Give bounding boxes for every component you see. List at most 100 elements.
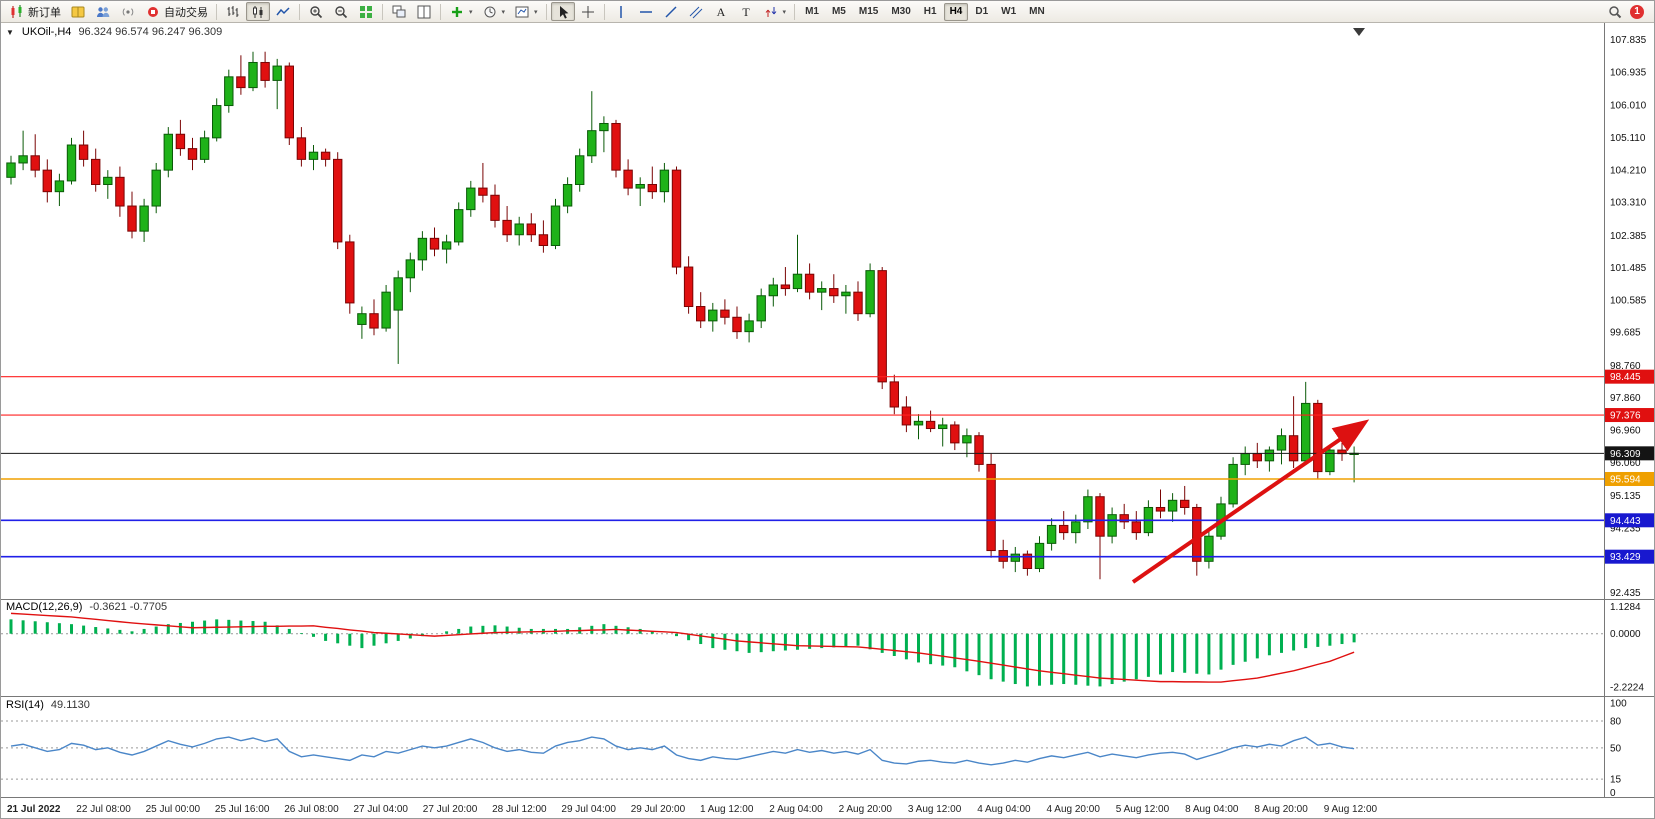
auto-arrange-button[interactable] [354,2,378,21]
crosshair-button[interactable] [576,2,600,21]
rsi-pane: 100 80 50 15 0 [1,699,1627,799]
timeframe-d1-button[interactable]: D1 [969,3,994,21]
svg-text:106.010: 106.010 [1610,101,1647,112]
svg-text:100.585: 100.585 [1610,295,1647,306]
cursor-button[interactable] [550,2,575,21]
cascade-windows-button[interactable] [387,2,411,21]
arrows-button[interactable]: ▾ [759,2,791,21]
candlestick-series [6,51,1359,580]
dropdown-arrow-icon[interactable]: ▾ [534,8,538,16]
button-label: 新订单 [28,6,61,19]
search-button[interactable] [1603,2,1627,21]
dropdown-arrow-icon[interactable]: ▾ [469,8,473,16]
candlestick-chart-button[interactable] [246,2,270,21]
svg-text:102.385: 102.385 [1610,231,1647,242]
journal-button[interactable] [66,2,90,21]
tile-grid-icon [358,4,374,20]
svg-text:98.760: 98.760 [1610,361,1641,372]
line-chart-icon [275,4,291,20]
svg-text:106.935: 106.935 [1610,67,1647,78]
horizontal-line-button[interactable] [634,2,658,21]
new-order-button[interactable]: 新订单 [5,2,65,21]
svg-text:99.685: 99.685 [1610,328,1641,339]
svg-text:3 Aug 12:00: 3 Aug 12:00 [908,804,962,815]
svg-text:96.060: 96.060 [1610,458,1641,469]
svg-text:80: 80 [1610,717,1622,728]
dropdown-arrow-icon[interactable]: ▾ [501,8,506,16]
community-icon [95,4,111,20]
svg-text:4 Aug 20:00: 4 Aug 20:00 [1047,804,1101,815]
chart-canvas[interactable]: 107.835 106.935 106.010 105.110 104.210 103.3… [1,23,1655,819]
candlesticks-icon [250,4,266,20]
svg-text:27 Jul 04:00: 27 Jul 04:00 [354,804,409,815]
svg-text:T: T [742,5,750,19]
trend-arrow-object[interactable] [1131,419,1370,584]
toolbar-separator [382,3,383,20]
svg-text:97.376: 97.376 [1610,411,1641,422]
timeframe-m1-button[interactable]: M1 [799,3,825,21]
community-button[interactable] [91,2,115,21]
svg-text:107.835: 107.835 [1610,35,1647,46]
channel-button[interactable] [684,2,708,21]
periods-button[interactable]: ▾ [478,2,510,21]
vertical-line-button[interactable] [609,2,633,21]
trendline-icon [663,4,679,20]
svg-text:1.1284: 1.1284 [1610,602,1641,613]
text-button[interactable]: A [709,2,733,21]
autotrading-button[interactable]: 自动交易 [141,2,212,21]
svg-text:105.110: 105.110 [1610,133,1646,144]
svg-text:0.0000: 0.0000 [1610,629,1641,640]
tile-windows-button[interactable] [412,2,436,21]
svg-text:95.594: 95.594 [1610,474,1641,485]
svg-text:101.485: 101.485 [1610,263,1647,274]
ohlc-bars-button[interactable] [221,2,245,21]
svg-text:97.860: 97.860 [1610,393,1641,404]
svg-text:93.429: 93.429 [1610,552,1641,563]
text-A-icon: A [713,4,729,20]
svg-text:29 Jul 20:00: 29 Jul 20:00 [631,804,686,815]
text-label-button[interactable]: T [734,2,758,21]
svg-text:94.235: 94.235 [1610,523,1641,534]
add-indicator-button[interactable]: ▾ [445,2,477,21]
timeframe-m30-button[interactable]: M30 [885,3,916,21]
signal-icon [120,4,136,20]
svg-text:100: 100 [1610,699,1627,710]
timeframe-m15-button[interactable]: M15 [853,3,884,21]
svg-text:-2.2224: -2.2224 [1610,682,1644,693]
timeframe-mn-button[interactable]: MN [1023,3,1051,21]
svg-text:8 Aug 04:00: 8 Aug 04:00 [1185,804,1239,815]
svg-text:2 Aug 20:00: 2 Aug 20:00 [839,804,893,815]
channel-icon [688,4,704,20]
templates-button[interactable]: ▾ [510,2,542,21]
price-tag [1605,446,1654,461]
trendline-button[interactable] [659,2,683,21]
time-axis[interactable]: 21 Jul 2022 22 Jul 08:00 25 Jul 00:00 25 Ju… [7,804,1378,815]
svg-text:1 Aug 12:00: 1 Aug 12:00 [700,804,754,815]
dropdown-arrow-icon[interactable]: ▾ [782,8,787,16]
windows-tile-icon [416,4,432,20]
chart-shift-icon[interactable] [1353,28,1365,36]
price-tag [1605,471,1654,486]
svg-text:9 Aug 12:00: 9 Aug 12:00 [1324,804,1378,815]
notifications-badge[interactable]: 1 [1630,4,1644,19]
line-chart-button[interactable] [271,2,295,21]
svg-text:2 Aug 04:00: 2 Aug 04:00 [769,804,823,815]
timeframe-w1-button[interactable]: W1 [995,3,1022,21]
template-icon [514,4,530,20]
svg-text:95.135: 95.135 [1610,491,1641,502]
timeframe-h4-button[interactable]: H4 [943,2,969,21]
price-tags: 98.445 97.376 96.309 95.594 94.443 93.429 [1605,369,1654,564]
zoom-out-button[interactable] [329,2,353,21]
search-icon [1607,4,1623,20]
signals-button[interactable] [116,2,140,21]
svg-text:50: 50 [1610,743,1622,754]
zoom-in-button[interactable] [304,2,328,21]
windows-cascade-icon [391,4,407,20]
timeframe-m5-button[interactable]: M5 [826,3,852,21]
button-label: 自动交易 [164,6,208,19]
svg-text:103.310: 103.310 [1610,198,1647,209]
svg-text:96.309: 96.309 [1610,449,1641,460]
svg-text:94.443: 94.443 [1610,516,1641,527]
timeframe-h1-button[interactable]: H1 [918,3,943,21]
